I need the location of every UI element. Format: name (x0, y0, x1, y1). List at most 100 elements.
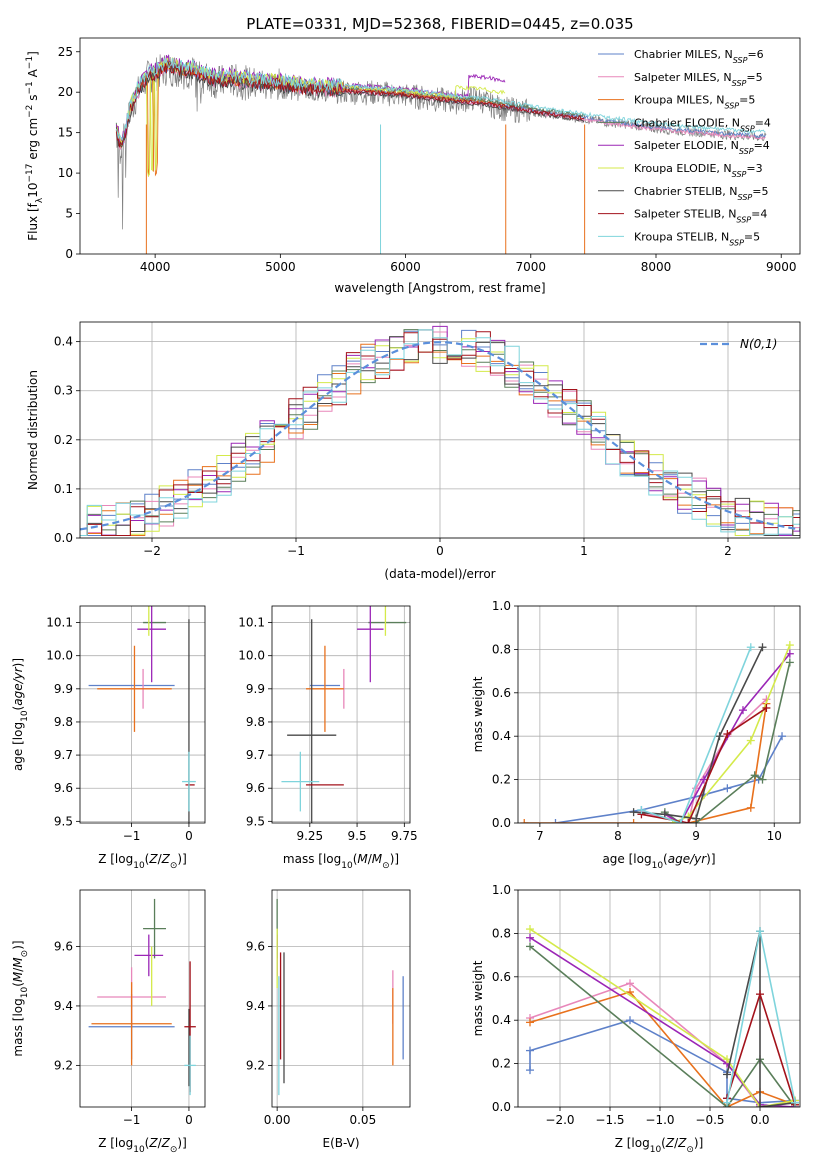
x-axis-label-part: ⊙ (382, 861, 390, 871)
y-tick-label: 0.2 (492, 1057, 511, 1071)
mass-weight-line (529, 982, 796, 1107)
x-tick-label: −1.0 (645, 1113, 674, 1127)
legend-label-sub: SSP (733, 56, 748, 65)
y-axis-label-part: −1 (25, 56, 35, 69)
legend-label-tail: =5 (752, 185, 768, 198)
legend-label-tail: =4 (751, 208, 767, 221)
mass-weight-line (529, 1019, 796, 1104)
spectrum-axes: 4000 5000 6000 7000 8000 9000 0 5 10 15 20 25 wavele… (25, 37, 801, 295)
x-tick-label: 0 (185, 829, 193, 843)
x-axis-label-part: )] (177, 852, 186, 866)
mass-weight-line (529, 937, 796, 1107)
x-axis-label: Z [log10(Z/Z⊙)] (98, 852, 187, 871)
y-axis-label-part: 10 (26, 183, 40, 198)
mass-weight-line (529, 991, 796, 1107)
x-axis-label-part: M (357, 852, 368, 866)
legend-label-main: Salpeter MILES, N (634, 71, 732, 84)
y-tick-label: 10.0 (238, 649, 265, 663)
x-axis-label-part: ⊙ (686, 1145, 694, 1155)
y-tick-label: 9.9 (246, 682, 265, 696)
legend-label-main: Chabrier MILES, N (634, 48, 733, 61)
axes-frame (271, 889, 411, 1108)
residual-histogram-step (80, 329, 800, 536)
y-tick-label: 0.4 (54, 335, 73, 349)
massweight_vs_age-plot-area (520, 641, 794, 823)
x-axis-label-part: ( (353, 852, 358, 866)
axes-frame (79, 889, 206, 1108)
axes-frame (517, 605, 801, 824)
x-tick-label: −2 (143, 544, 161, 558)
x-axis-label-part: Z (148, 852, 158, 866)
model-spectrum-line (115, 61, 585, 148)
x-tick-label: 6000 (390, 260, 421, 274)
x-tick-label: 9 (692, 829, 700, 843)
y-axis-label-part: Flux [f (26, 202, 40, 240)
y-tick-label: 1.0 (492, 599, 511, 613)
y-tick-label: 5 (65, 207, 73, 221)
y-axis-label-part: mass [log (11, 998, 25, 1056)
x-axis-label-part: M (372, 852, 383, 866)
y-axis-label-part: age [log (11, 722, 25, 771)
y-tick-label: 0.8 (492, 642, 511, 656)
y-axis-label: Flux [fλ10−17 erg cm−2 s−1 A−1] (25, 51, 45, 241)
residual-histogram-step (80, 329, 800, 536)
y-tick-label: 9.6 (246, 781, 265, 795)
legend-label: Kroupa STELIB, NSSP=5 (634, 230, 760, 247)
y-tick-label: 9.8 (246, 715, 265, 729)
x-tick-label: 0.05 (349, 1113, 376, 1127)
mass-weight-line (641, 707, 767, 823)
x-tick-label: −1 (123, 1113, 141, 1127)
y-tick-label: 0.6 (492, 686, 511, 700)
mass-weight-line (524, 703, 768, 823)
y-tick-label: 10.1 (46, 616, 73, 630)
legend-label-sub: SSP (729, 238, 744, 247)
mass_vs_EBV-plot-area (276, 898, 404, 1096)
y-axis-label-part: 10 (20, 710, 30, 722)
x-tick-label: 7000 (516, 260, 547, 274)
y-tick-label: 10.1 (238, 616, 265, 630)
x-axis-label: (data-model)/error (384, 567, 495, 581)
y-tick-label: 0.2 (54, 433, 73, 447)
mass-weight-line (529, 928, 796, 1107)
legend-label-tail: =4 (755, 116, 771, 129)
y-tick-label: 0.4 (492, 1013, 511, 1027)
x-axis-label-part: / (158, 852, 163, 866)
x-axis-label: age [log10(age/yr)] (602, 852, 715, 871)
mass_vs_EBV-axes: 0.00 0.05 9.2 9.4 9.6 E(B-V) (246, 889, 411, 1150)
y-axis-label-part: ⊙ (20, 950, 30, 958)
x-tick-label: −0.5 (695, 1113, 724, 1127)
y-axis-label-part: Normed distribution (26, 370, 40, 490)
y-axis-label-part: M (11, 957, 25, 968)
normal-curve (80, 341, 800, 531)
residual-histogram-step (80, 329, 800, 536)
legend-label: Chabrier ELODIE, NSSP=4 (634, 116, 771, 132)
y-tick-label: 9.5 (54, 814, 73, 828)
y-tick-label: 0.0 (54, 531, 73, 545)
x-tick-label: 9.75 (391, 829, 418, 843)
age_vs_mass-axes: 9.25 9.5 9.75 9.5 9.6 9.7 9.8 9.9 10.0 10.1 mass [… (238, 605, 418, 871)
y-tick-label: 0.8 (492, 926, 511, 940)
x-axis-label-part: Z (677, 1136, 687, 1150)
mass-weight-line (529, 945, 796, 1107)
x-axis-label-part: 10 (133, 1145, 145, 1155)
x-axis-label-part: ⊙ (170, 1145, 178, 1155)
x-axis-label-part: age/yr (668, 852, 707, 866)
legend-label: Kroupa MILES, NSSP=5 (634, 94, 755, 111)
y-tick-label: 0.4 (492, 729, 511, 743)
x-tick-label: 8 (614, 829, 622, 843)
residual-histogram-step (80, 331, 800, 536)
y-tick-label: 9.9 (54, 682, 73, 696)
legend-label: Salpeter MILES, NSSP=5 (634, 71, 763, 88)
legend-normal-label: N(0,1) (740, 337, 777, 351)
x-axis-label-part: Z [log (615, 1136, 650, 1150)
y-axis-label-part: mass weight (471, 960, 485, 1036)
y-axis-label: Normed distribution (26, 370, 40, 490)
x-axis-label-part: age [log (602, 852, 651, 866)
y-tick-label: 0.0 (492, 1100, 511, 1114)
y-tick-label: 0.3 (54, 384, 73, 398)
legend-label-main: Chabrier ELODIE, N (634, 116, 740, 129)
legend-label-main: Kroupa MILES, N (634, 94, 724, 107)
legend-label-main: Chabrier STELIB, N (634, 185, 738, 198)
axes-frame (271, 605, 411, 824)
